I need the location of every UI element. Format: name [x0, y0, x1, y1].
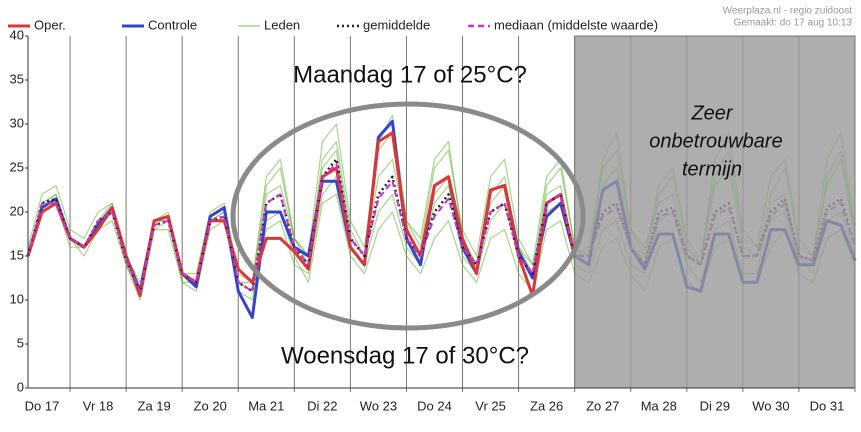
x-tick-label: Vr 18 [83, 398, 114, 413]
annotation: onbetrouwbare [649, 130, 782, 152]
x-tick-label: Za 26 [530, 398, 563, 413]
x-tick-label: Di 22 [307, 398, 337, 413]
annotation: Maandag 17 of 25°C? [293, 61, 527, 88]
legend-label: Leden [264, 17, 300, 32]
x-tick-label: Di 29 [700, 398, 730, 413]
x-tick-label: Ma 28 [641, 398, 677, 413]
y-tick-label: 0 [17, 379, 24, 394]
x-tick-label: Wo 30 [752, 398, 789, 413]
series-line [27, 162, 856, 293]
y-tick-label: 30 [10, 115, 24, 130]
y-tick-label: 20 [10, 203, 24, 218]
highlight-ellipse [230, 101, 586, 331]
legend-label: Controle [148, 17, 197, 32]
annotation: Zeer [690, 102, 733, 124]
annotation: termijn [682, 158, 742, 180]
legend-label: Oper. [34, 17, 66, 32]
y-tick-label: 5 [17, 335, 24, 350]
x-tick-label: Za 19 [138, 398, 171, 413]
plot: 0 5 10 15 20 25 30 35 40 Do 17 Vr 18 Za 19 Zo 20 Ma 2… [10, 27, 857, 413]
y-tick-label: 25 [10, 159, 24, 174]
y-tick-label: 40 [10, 27, 24, 42]
x-tick-label: Zo 27 [586, 398, 619, 413]
annotation: Woensdag 17 of 30°C? [281, 342, 529, 369]
x-tick-label: Do 17 [25, 398, 60, 413]
x-tick-label: Zo 20 [194, 398, 227, 413]
x-tick-label: Vr 25 [475, 398, 506, 413]
x-tick-label: Do 31 [810, 398, 845, 413]
source: Weerplaza.nl - regio zuidoost [723, 6, 853, 17]
y-tick-label: 15 [10, 247, 24, 262]
y-tick-label: 10 [10, 291, 24, 306]
x-tick-label: Do 24 [417, 398, 452, 413]
x-tick-label: Ma 21 [248, 398, 284, 413]
legend-label: mediaan (middelste waarde) [494, 17, 658, 32]
y-tick-label: 35 [10, 71, 24, 86]
legend-label: gemiddelde [363, 17, 430, 32]
x-tick-label: Wo 23 [360, 398, 397, 413]
created: Gemaakt: do 17 aug 10:13 [734, 18, 853, 29]
unreliable-shade [574, 35, 856, 389]
